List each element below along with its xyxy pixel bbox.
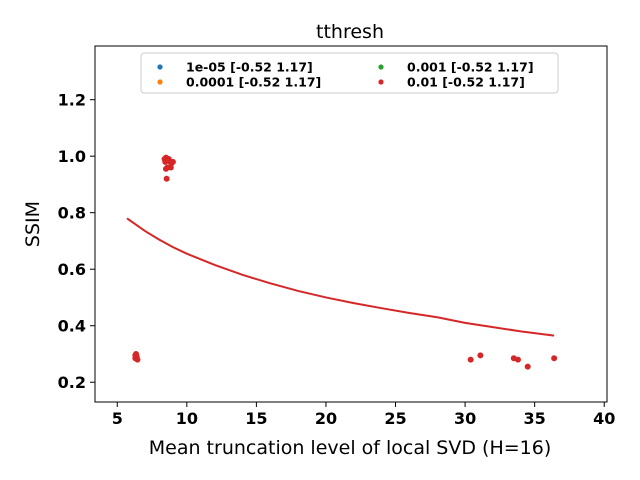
legend-box [140, 52, 559, 94]
x-tick-label: 20 [315, 409, 337, 428]
data-point [162, 165, 169, 172]
chart-title: tthresh [316, 21, 384, 43]
data-point [477, 352, 484, 359]
fit-curve-line [126, 217, 555, 337]
legend-label: 1e-05 [-0.52 1.17] [186, 60, 313, 75]
x-tick-label: 30 [454, 409, 476, 428]
plot-frame [94, 45, 608, 403]
plot-area [126, 154, 558, 370]
data-point [134, 356, 141, 363]
y-tick-label: 1.0 [58, 147, 86, 166]
data-point [163, 175, 170, 182]
y-axis-ticks: 0.2 0.4 0.6 0.8 1.0 1.2 [58, 91, 95, 392]
data-point [467, 356, 474, 363]
y-tick-label: 1.2 [58, 91, 86, 110]
x-tick-label: 5 [112, 409, 123, 428]
data-point [514, 356, 521, 363]
legend: 1e-05 [-0.52 1.17]0.0001 [-0.52 1.17] 0.0… [140, 52, 559, 94]
x-tick-label: 35 [524, 409, 546, 428]
legend-marker [378, 64, 384, 70]
y-tick-label: 0.6 [58, 260, 86, 279]
x-axis-ticks: 5 10 15 20 25 30 35 40 [112, 402, 615, 428]
legend-label: 0.001 [-0.52 1.17] [407, 60, 534, 75]
x-tick-label: 25 [384, 409, 406, 428]
legend-marker [157, 64, 163, 70]
x-axis-label: Mean truncation level of local SVD (H=16… [149, 437, 552, 459]
x-tick-label: 40 [593, 409, 615, 428]
x-tick-label: 15 [245, 409, 267, 428]
y-tick-label: 0.4 [58, 317, 86, 336]
y-tick-label: 0.2 [58, 373, 86, 392]
data-point [524, 363, 531, 370]
data-point [167, 164, 174, 171]
y-tick-label: 0.8 [58, 204, 86, 223]
legend-marker [157, 79, 163, 85]
x-tick-label: 10 [176, 409, 198, 428]
legend-marker [378, 79, 384, 85]
y-axis-label: SSIM [22, 201, 44, 247]
legend-label: 0.0001 [-0.52 1.17] [186, 75, 321, 90]
legend-label: 0.01 [-0.52 1.17] [407, 75, 525, 90]
data-point [551, 355, 558, 362]
